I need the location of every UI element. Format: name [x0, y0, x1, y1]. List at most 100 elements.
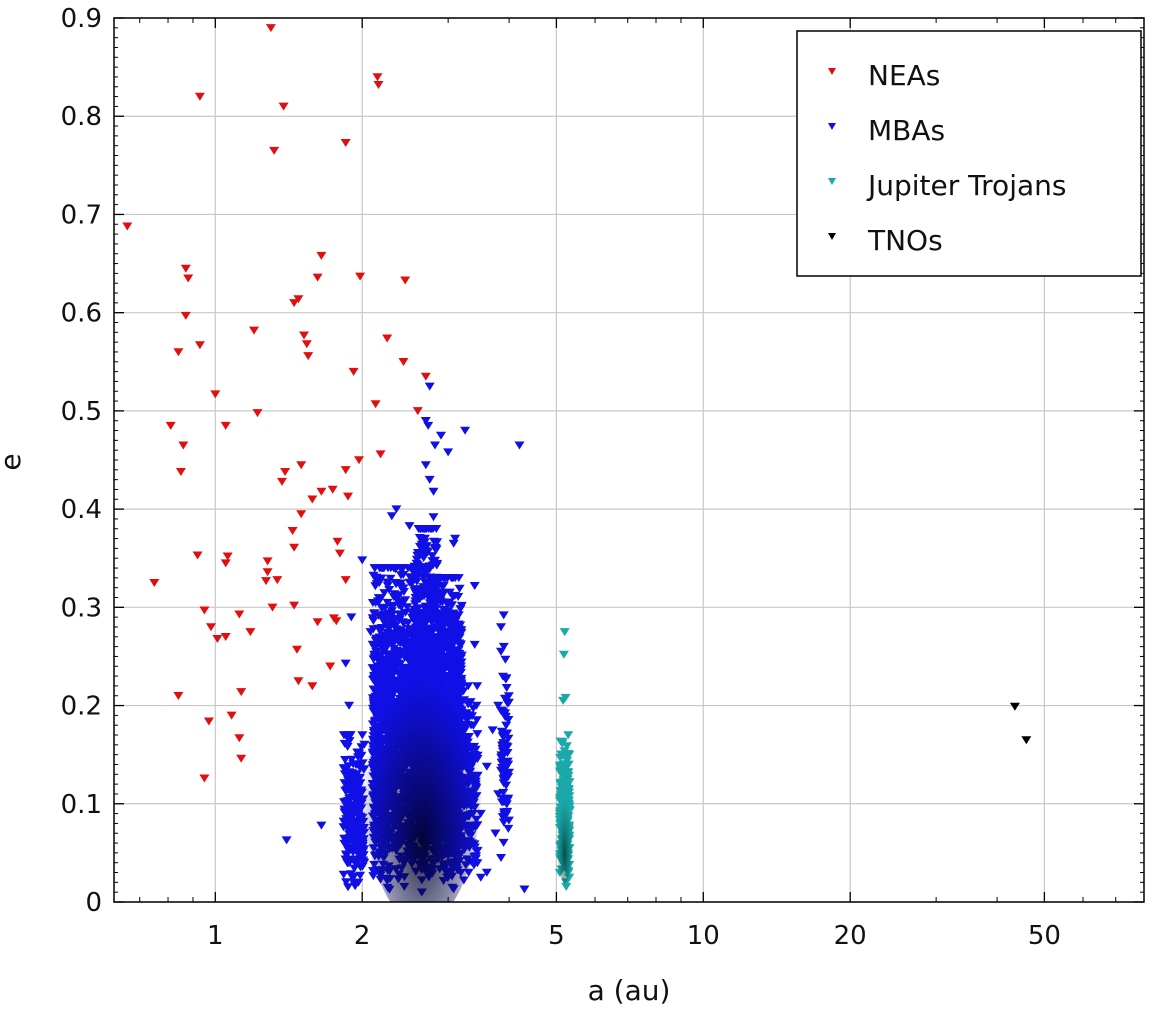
jupiter-trojans-point [555, 737, 566, 746]
mbas-point [412, 595, 423, 604]
jupiter-trojans-point [559, 628, 570, 637]
mbas-point [411, 618, 422, 627]
neas-point [245, 628, 256, 637]
mbas-point [404, 578, 415, 587]
trojan-density-core [556, 783, 573, 884]
neas-point [173, 692, 184, 700]
neas-point [372, 73, 383, 82]
mbas-point [445, 617, 456, 626]
mbas-point [417, 563, 428, 572]
mbas-point [429, 544, 440, 553]
density-shading [361, 624, 573, 902]
mbas-point [371, 580, 382, 589]
mbas-point [386, 512, 397, 521]
mbas-point [346, 755, 357, 764]
mbas-point [404, 522, 415, 531]
mbas-point [446, 601, 457, 610]
mbas-point [385, 574, 396, 583]
mbas-point [398, 619, 409, 628]
neas-point [348, 367, 359, 376]
mbas-point [339, 798, 349, 807]
neas-point [149, 579, 160, 587]
mbas-point [380, 615, 390, 624]
tnos-point [1021, 736, 1032, 745]
neas-point [272, 576, 283, 585]
jupiter-trojans-point [561, 882, 572, 891]
mbas-point [500, 655, 511, 664]
mbas-point [411, 559, 422, 568]
mbas-point [428, 525, 438, 533]
mbas-point [343, 772, 353, 781]
mbas-point [423, 421, 434, 430]
mbas-point [344, 737, 355, 746]
neas-point [199, 774, 210, 783]
mbas-point [339, 739, 350, 748]
mbas-point [316, 821, 327, 830]
mbas-point [430, 605, 441, 614]
mbas-point [358, 835, 369, 844]
mbas-point [384, 586, 395, 594]
mbas-point [348, 810, 359, 819]
mbas-point [351, 828, 362, 837]
y-tick-label: 0 [85, 888, 102, 918]
mbas-point [469, 640, 480, 649]
mbas-point [281, 836, 292, 845]
neas-point [206, 623, 216, 632]
mbas-point [493, 790, 504, 799]
mbas-point [420, 417, 431, 425]
mbas-point [370, 641, 381, 650]
mbas-point [410, 589, 421, 598]
mbas-point [499, 750, 510, 759]
neas-point [420, 372, 431, 381]
mbas-point [348, 878, 359, 887]
mbas-point [498, 741, 509, 750]
neas-point [327, 485, 338, 494]
mbas-point [439, 621, 450, 629]
mbas-point [439, 605, 450, 614]
mbas-point [424, 599, 435, 608]
mbas-point [500, 694, 511, 703]
mbas-point [500, 713, 511, 722]
neas-point [316, 251, 327, 260]
neas-point [220, 559, 231, 568]
mbas-point [351, 760, 362, 769]
mbas-point [496, 758, 507, 767]
neas-point [307, 495, 318, 504]
mbas-point [455, 621, 466, 630]
mbas-point [343, 883, 353, 892]
mbas-point [398, 584, 409, 593]
mbas-point [374, 633, 385, 642]
neas-point [178, 441, 189, 450]
neas-point [343, 492, 353, 501]
mbas-point [393, 601, 404, 610]
legend-marker-jupiter-trojans [828, 178, 836, 185]
mbas-point [351, 860, 362, 868]
mbas-point [411, 555, 422, 564]
mbas-point [348, 777, 359, 785]
y-tick-label: 0.7 [61, 200, 102, 230]
x-tick-label: 20 [834, 921, 867, 951]
neas-point [373, 81, 384, 89]
legend-marker-mbas [828, 123, 836, 130]
mbas-point [469, 582, 480, 590]
mbas-point [340, 731, 351, 740]
jupiter-trojans-point [555, 767, 566, 776]
mbas-point [454, 649, 465, 658]
mbas-point [355, 847, 366, 856]
mbas-point [340, 756, 351, 764]
mbas-point [454, 639, 465, 648]
mbas-point [348, 873, 359, 882]
neas-point [278, 102, 289, 111]
tick-labels: 1 2 5 10 20 50 0 0.1 0.2 0.3 0.4 0.5 0.6 0.7 0.8 0.9 [61, 4, 1061, 951]
neas-point [354, 456, 364, 465]
neas-point [267, 603, 278, 612]
neas-point [307, 682, 318, 691]
neas-point [289, 299, 300, 308]
jupiter-trojans-point [563, 731, 574, 740]
mbas-point [357, 556, 368, 565]
mbas-point [421, 568, 431, 577]
mbas-point [379, 589, 390, 598]
mbas-point [448, 574, 459, 583]
mbas-point [354, 749, 365, 758]
